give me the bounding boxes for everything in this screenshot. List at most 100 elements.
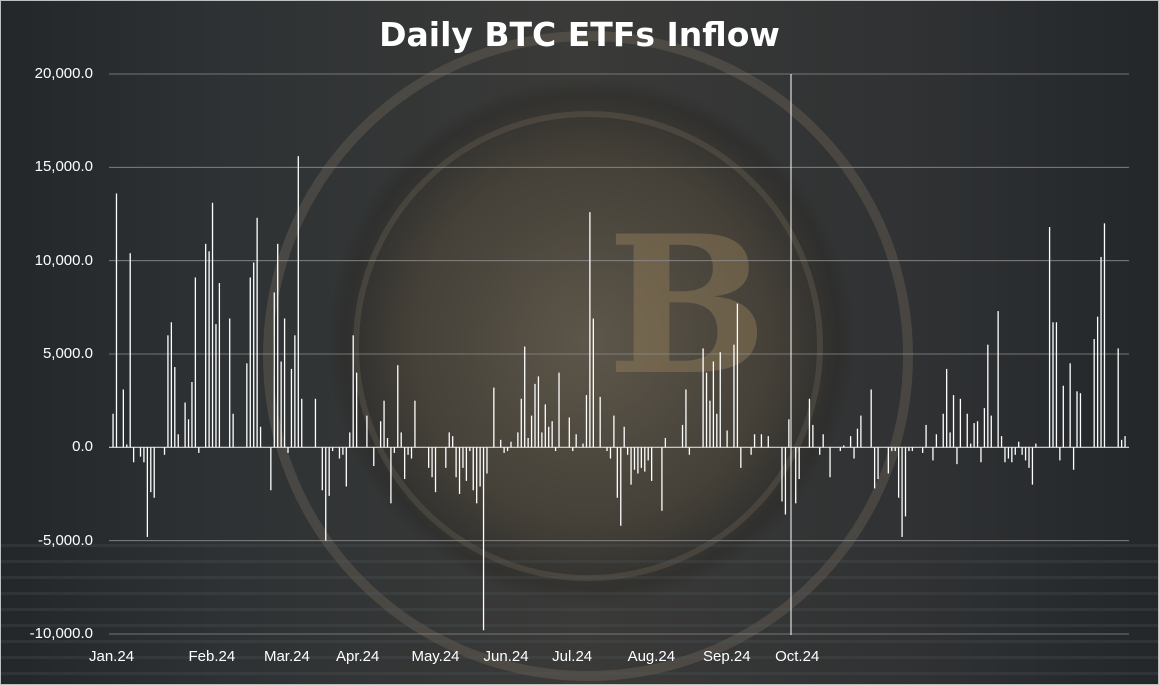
bar bbox=[1007, 447, 1010, 459]
bar bbox=[609, 447, 612, 459]
bar bbox=[338, 447, 341, 459]
bar bbox=[1004, 447, 1006, 463]
bar bbox=[822, 434, 824, 448]
bar bbox=[901, 447, 903, 537]
y-tick-label: -10,000.0 bbox=[29, 625, 93, 642]
bar bbox=[301, 398, 303, 448]
bar bbox=[163, 447, 166, 455]
bar bbox=[410, 447, 413, 459]
bar bbox=[922, 447, 924, 453]
bar bbox=[952, 395, 955, 448]
bar bbox=[575, 434, 577, 448]
bar bbox=[623, 426, 625, 448]
bar bbox=[788, 419, 790, 448]
bar bbox=[458, 447, 461, 494]
bar bbox=[229, 318, 231, 448]
bar bbox=[530, 415, 533, 448]
bar bbox=[1018, 441, 1020, 448]
bar bbox=[115, 193, 118, 448]
bar bbox=[685, 389, 687, 448]
bar bbox=[167, 335, 169, 448]
bar bbox=[894, 447, 896, 452]
x-tick-label: Jun.24 bbox=[483, 648, 529, 665]
bar bbox=[1120, 439, 1123, 448]
x-tick-label: Aug.24 bbox=[627, 648, 676, 665]
bar bbox=[232, 413, 234, 448]
bar bbox=[1124, 436, 1126, 448]
bar bbox=[476, 447, 478, 504]
bar bbox=[551, 421, 553, 448]
bar bbox=[150, 447, 152, 493]
bar bbox=[1117, 348, 1119, 448]
bar bbox=[661, 447, 663, 511]
bar bbox=[1011, 447, 1013, 463]
bar bbox=[452, 436, 454, 448]
bar bbox=[290, 368, 293, 448]
y-tick-label: -5,000.0 bbox=[37, 531, 93, 549]
x-tick-label: Sep.24 bbox=[703, 648, 751, 665]
bar bbox=[644, 447, 646, 472]
bar bbox=[870, 389, 872, 448]
bar bbox=[472, 447, 474, 491]
bar bbox=[431, 447, 433, 478]
bar bbox=[959, 398, 962, 448]
background-stairs bbox=[1, 544, 1158, 684]
bar bbox=[637, 447, 639, 474]
bar bbox=[139, 447, 142, 457]
bar bbox=[283, 318, 286, 448]
bar bbox=[170, 322, 173, 448]
bar bbox=[548, 426, 550, 448]
x-tick-label: Jan.24 bbox=[89, 648, 135, 665]
bar bbox=[493, 387, 495, 448]
bar bbox=[259, 426, 262, 448]
bar bbox=[626, 447, 629, 455]
bar bbox=[688, 447, 691, 455]
bar bbox=[616, 447, 618, 498]
bar bbox=[132, 447, 135, 463]
x-tick-label: Feb.24 bbox=[188, 648, 236, 665]
bar bbox=[524, 346, 526, 448]
bar bbox=[630, 447, 632, 485]
bar bbox=[647, 447, 649, 461]
bar bbox=[877, 447, 879, 480]
bar bbox=[325, 447, 327, 541]
bar bbox=[760, 434, 763, 448]
bar bbox=[808, 398, 811, 448]
x-tick-label: May.24 bbox=[411, 648, 460, 665]
bar bbox=[527, 438, 529, 448]
bar bbox=[1062, 385, 1064, 448]
bar bbox=[256, 217, 258, 448]
bar bbox=[599, 396, 601, 448]
bar bbox=[373, 447, 375, 466]
bar bbox=[294, 335, 296, 448]
bar bbox=[390, 447, 392, 504]
bar bbox=[273, 292, 275, 448]
x-tick-label: Jul.24 bbox=[552, 648, 593, 665]
bar bbox=[215, 324, 217, 448]
bar bbox=[606, 447, 608, 452]
bar bbox=[352, 335, 354, 448]
background-coin-inner-ring bbox=[353, 111, 823, 581]
bar bbox=[750, 447, 752, 455]
bar bbox=[1059, 447, 1061, 461]
bar bbox=[897, 447, 900, 498]
bar bbox=[218, 283, 221, 448]
bar bbox=[345, 447, 347, 487]
bar bbox=[798, 447, 800, 480]
bar bbox=[911, 447, 914, 452]
bar bbox=[956, 447, 958, 465]
bar bbox=[177, 434, 179, 448]
bar bbox=[705, 372, 708, 448]
bar bbox=[709, 400, 711, 448]
bar bbox=[194, 277, 197, 448]
bar bbox=[434, 447, 437, 493]
bar bbox=[462, 447, 464, 468]
bar bbox=[1031, 447, 1034, 485]
bar bbox=[448, 432, 450, 448]
bar bbox=[321, 447, 323, 491]
bar bbox=[860, 415, 862, 448]
bar bbox=[767, 436, 769, 448]
y-tick-label: 5,000.0 bbox=[42, 345, 93, 362]
bar bbox=[479, 447, 481, 487]
bar bbox=[331, 447, 334, 452]
